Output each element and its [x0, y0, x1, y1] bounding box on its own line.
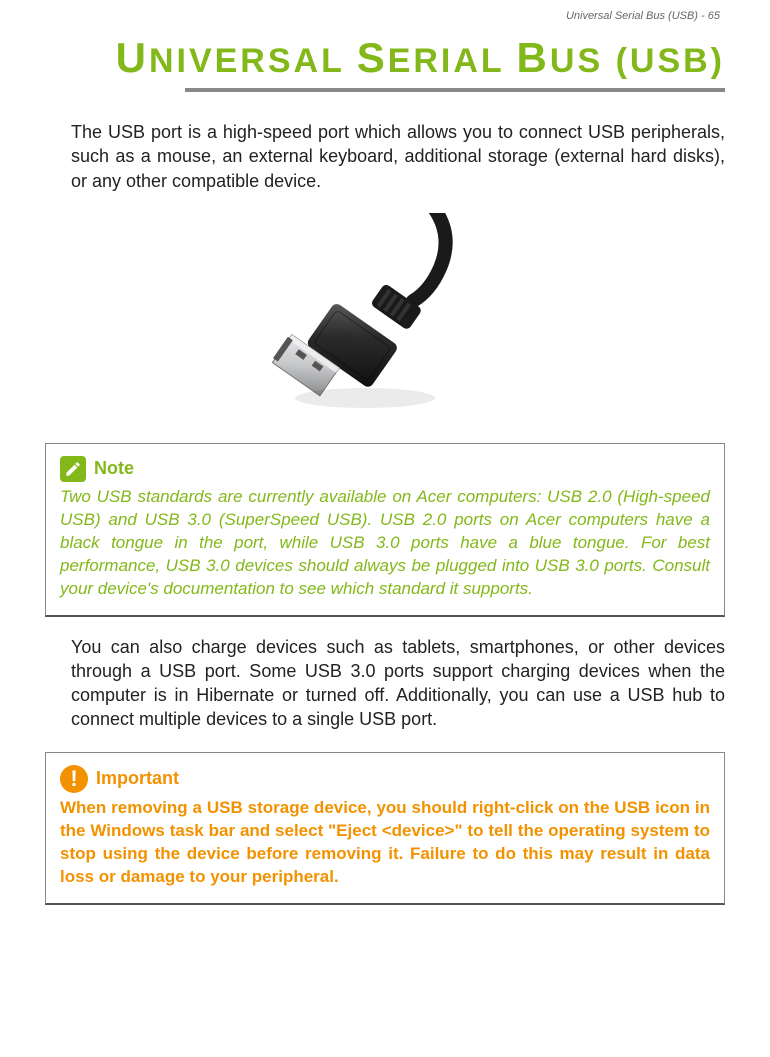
important-header: ! Important: [60, 765, 710, 793]
running-head: Universal Serial Bus (USB) - 65: [45, 10, 725, 22]
page-container: Universal Serial Bus (USB) - 65 UNIVERSA…: [0, 0, 770, 953]
pencil-icon: [60, 456, 86, 482]
usb-cable-icon: [255, 213, 515, 413]
important-label: Important: [96, 768, 179, 789]
note-header: Note: [60, 456, 710, 482]
important-callout: ! Important When removing a USB storage …: [45, 752, 725, 905]
page-title: UNIVERSAL SERIAL BUS (USB): [45, 34, 725, 82]
note-body-text: Two USB standards are currently availabl…: [60, 486, 710, 601]
note-label: Note: [94, 458, 134, 479]
important-body-text: When removing a USB storage device, you …: [60, 797, 710, 889]
note-callout: Note Two USB standards are currently ava…: [45, 443, 725, 617]
intro-paragraph: The USB port is a high-speed port which …: [71, 120, 725, 193]
charging-paragraph: You can also charge devices such as tabl…: [71, 635, 725, 732]
title-rule: [185, 88, 725, 92]
exclamation-icon: !: [60, 765, 88, 793]
usb-cable-figure: [45, 213, 725, 413]
